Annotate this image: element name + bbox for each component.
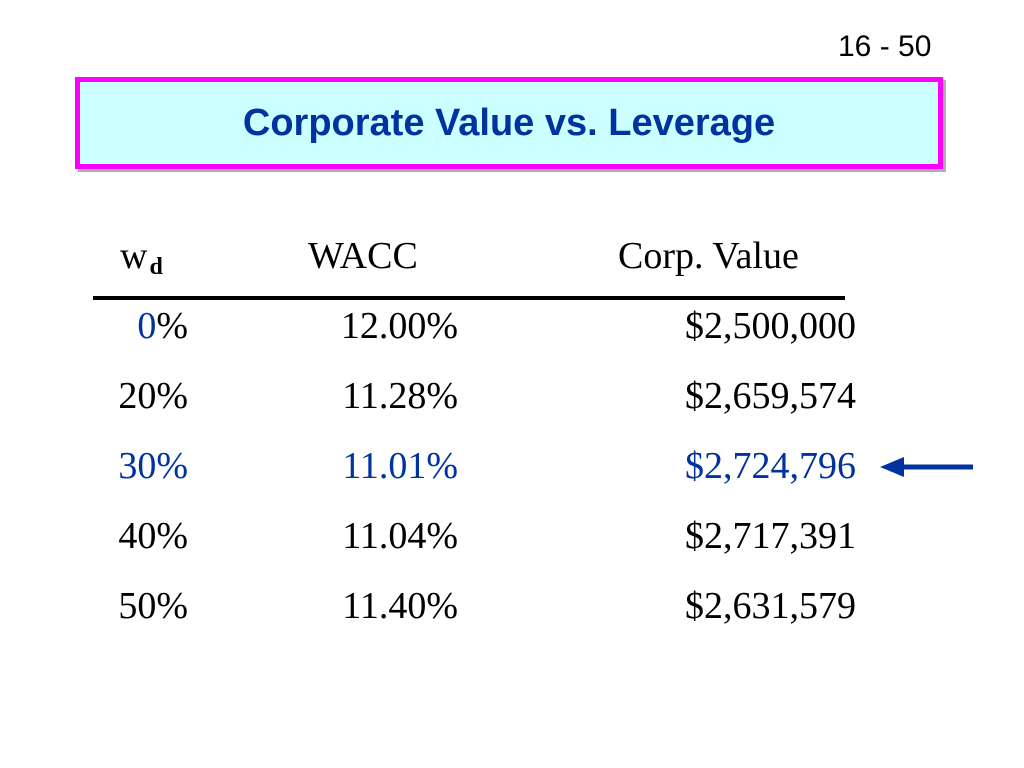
table-row-4-wd: 50% — [118, 585, 188, 627]
table-row-3-wd: 40% — [118, 515, 188, 557]
header-wd: wd — [120, 234, 163, 281]
header-wd-main: w — [120, 235, 148, 277]
left-arrow-icon — [880, 457, 973, 477]
header-corp-value: Corp. Value — [618, 235, 799, 277]
row-0-wd-number: 0 — [137, 305, 157, 347]
table-row-2-value: $2,724,796 — [685, 445, 856, 487]
table-row-2-wacc: 11.01% — [342, 445, 458, 487]
title-box: Corporate Value vs. Leverage — [75, 77, 943, 169]
header-rule — [93, 296, 845, 300]
table-row-1-wd: 20% — [118, 375, 188, 417]
table-row-3-value: $2,717,391 — [685, 515, 856, 557]
table-row-0-wd: 0% — [137, 304, 188, 348]
table-row-1-value: $2,659,574 — [685, 375, 856, 417]
row-0-wd-percent: % — [156, 305, 188, 347]
table-row-2-wd: 30% — [118, 445, 188, 487]
header-wacc: WACC — [308, 235, 418, 277]
slide-number: 16 - 50 — [838, 30, 932, 63]
table-row-4-wacc: 11.40% — [342, 585, 458, 627]
header-wd-sub: d — [149, 254, 163, 280]
table-row-0-wacc: 12.00% — [340, 305, 458, 347]
table-row-4-value: $2,631,579 — [685, 585, 856, 627]
table-row-0-value: $2,500,000 — [685, 305, 856, 347]
table-row-3-wacc: 11.04% — [342, 515, 458, 557]
table-row-1-wacc: 11.28% — [342, 375, 458, 417]
slide-title: Corporate Value vs. Leverage — [242, 101, 776, 144]
